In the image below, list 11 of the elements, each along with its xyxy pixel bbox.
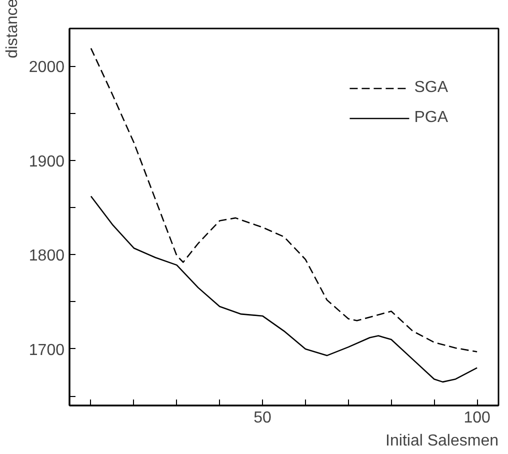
x-tick-label: 50 bbox=[254, 410, 272, 426]
y-tick-label: 1700 bbox=[28, 342, 65, 359]
legend-label: PGA bbox=[414, 109, 448, 127]
x-tick-label: 100 bbox=[464, 410, 490, 426]
y-tick-label: 1900 bbox=[28, 153, 65, 170]
line-series bbox=[90, 196, 478, 383]
legend-label: SGA bbox=[414, 79, 448, 97]
y-tick-label: 2000 bbox=[28, 59, 65, 76]
x-axis-title: Initial Salesmen bbox=[386, 432, 499, 450]
line-series bbox=[90, 48, 478, 352]
y-tick-label: 1800 bbox=[28, 248, 65, 265]
